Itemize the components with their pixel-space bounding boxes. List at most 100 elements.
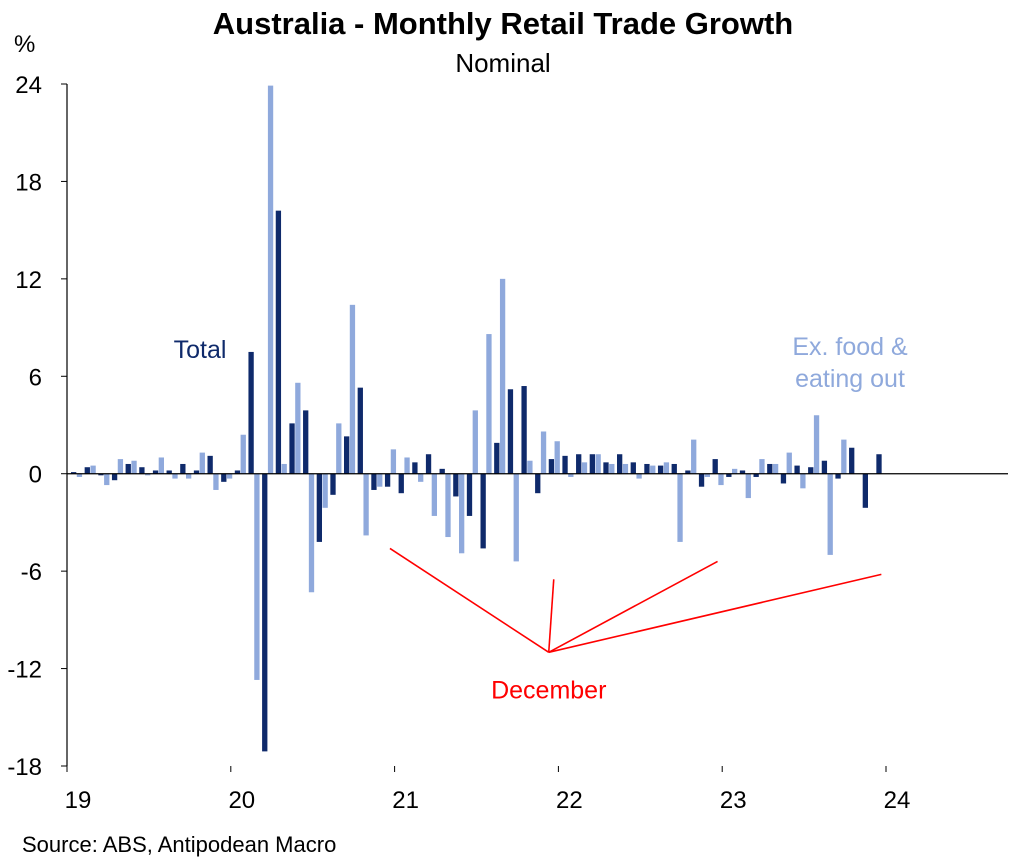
- bar-ex-food: [418, 473, 424, 482]
- bar-total: [84, 467, 90, 474]
- bar-total: [548, 459, 555, 474]
- chart-title: Australia - Monthly Retail Trade Growth: [213, 6, 793, 41]
- x-tick-label: 21: [392, 787, 419, 814]
- bar-total: [166, 470, 172, 474]
- bar-ex-food: [827, 473, 833, 555]
- bar-ex-food: [117, 459, 124, 474]
- bar-total: [330, 473, 336, 495]
- bar-total: [71, 472, 77, 474]
- bar-total: [98, 473, 104, 476]
- bar-total: [685, 470, 691, 474]
- bar-ex-food: [663, 462, 670, 474]
- bar-total: [357, 387, 363, 474]
- bar-ex-food: [445, 473, 451, 538]
- bar-ex-food: [595, 454, 601, 474]
- bar-ex-food: [800, 473, 806, 489]
- annotation-line: [389, 547, 550, 654]
- bar-ex-food: [568, 473, 574, 477]
- bar-total: [207, 455, 213, 474]
- bar-total: [125, 463, 131, 474]
- bar-ex-food: [281, 463, 287, 474]
- bar-ex-food: [131, 460, 137, 474]
- bar-ex-food: [104, 473, 110, 486]
- bar-ex-food: [772, 463, 779, 474]
- x-tick-label: 24: [884, 787, 911, 814]
- bar-ex-food: [363, 473, 369, 536]
- y-tick-label: -6: [21, 559, 42, 586]
- bar-total: [398, 473, 404, 494]
- bar-total: [303, 410, 309, 474]
- x-tick-label: 20: [228, 787, 255, 814]
- bar-total: [657, 465, 664, 474]
- bar-total: [371, 473, 377, 490]
- bar-ex-food: [554, 441, 560, 474]
- bar-ex-food: [404, 457, 410, 474]
- bar-ex-food: [732, 468, 738, 474]
- bar-total: [862, 473, 868, 508]
- bar-ex-food: [636, 473, 642, 479]
- bar-ex-food: [145, 473, 151, 476]
- bar-total: [139, 467, 145, 474]
- bar-total: [384, 473, 391, 487]
- bar-total: [494, 442, 500, 474]
- bar-total: [767, 463, 773, 474]
- bar-ex-food: [472, 410, 478, 474]
- bar-ex-food: [158, 457, 164, 474]
- bar-total: [576, 454, 582, 474]
- annotation-line: [548, 573, 882, 654]
- legend-ex-food-label-line1: Ex. food &: [792, 333, 908, 361]
- bar-total: [698, 473, 705, 487]
- bar-ex-food: [486, 334, 492, 474]
- bar-ex-food: [172, 473, 178, 479]
- bar-ex-food: [377, 473, 383, 487]
- bar-ex-food: [718, 473, 724, 486]
- bar-ex-food: [540, 431, 547, 474]
- bar-ex-food: [813, 415, 820, 474]
- bar-ex-food: [336, 423, 342, 474]
- bar-ex-food: [322, 473, 328, 508]
- bar-ex-food: [841, 439, 847, 474]
- bar-total: [835, 473, 841, 479]
- bar-total: [849, 447, 855, 474]
- bar-total: [289, 423, 295, 474]
- bar-total: [753, 473, 759, 477]
- bar-total: [466, 473, 473, 516]
- bar-ex-food: [513, 473, 519, 562]
- bar-total: [589, 454, 595, 474]
- bar-ex-food: [295, 382, 301, 474]
- bar-total: [344, 436, 350, 474]
- bar-total: [316, 473, 322, 542]
- bar-ex-food: [499, 278, 506, 474]
- bar-ex-food: [186, 473, 192, 479]
- bar-ex-food: [254, 473, 260, 680]
- bar-total: [821, 460, 828, 474]
- bar-ex-food: [704, 473, 710, 477]
- bar-total: [876, 454, 882, 474]
- annotation-line: [548, 560, 718, 654]
- bar-ex-food: [622, 463, 629, 474]
- bar-total: [739, 470, 746, 474]
- x-tick-label: 23: [720, 787, 747, 814]
- annotation-label: December: [491, 676, 606, 704]
- bar-total: [521, 386, 527, 474]
- bar-total: [412, 462, 418, 474]
- bar-ex-food: [581, 462, 588, 474]
- y-axis: 24 18 12 6 0 -6 -12 -18: [7, 72, 67, 781]
- y-tick-label: -12: [7, 657, 42, 684]
- bar-ex-food: [308, 473, 315, 593]
- bar-ex-food: [527, 460, 533, 474]
- bar-ex-food: [677, 473, 683, 542]
- bar-ex-food: [226, 473, 233, 479]
- bar-total: [617, 454, 623, 474]
- bar-total: [425, 454, 432, 474]
- bar-total: [507, 389, 514, 474]
- x-tick-label: 22: [556, 787, 583, 814]
- bar-ex-food: [240, 434, 246, 474]
- bar-ex-food: [76, 473, 83, 477]
- bar-total: [111, 473, 118, 481]
- bar-ex-food: [609, 463, 615, 474]
- legend-ex-food-label-line2: eating out: [795, 365, 905, 393]
- bar-total: [234, 470, 241, 474]
- bar-ex-food: [431, 473, 437, 516]
- y-tick-label: 6: [29, 364, 42, 391]
